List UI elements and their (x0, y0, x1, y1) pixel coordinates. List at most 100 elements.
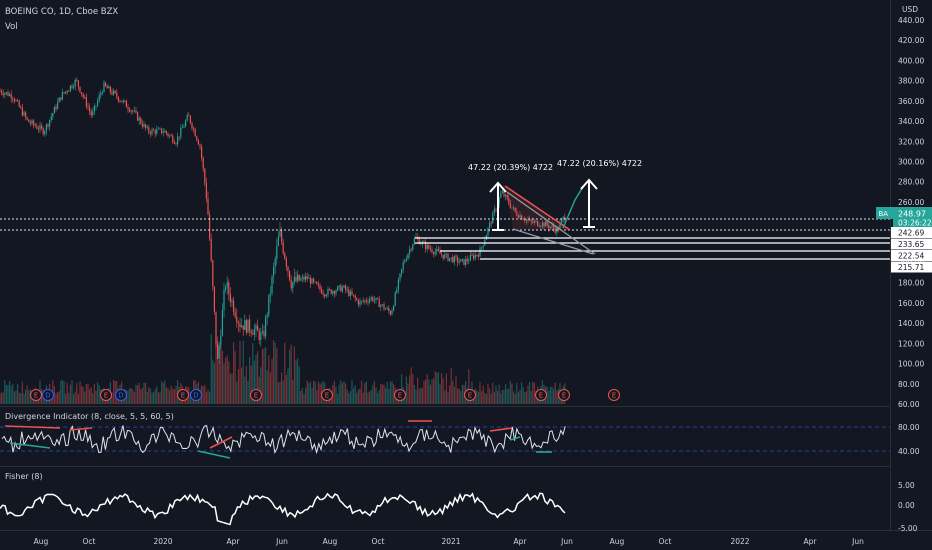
candle-body (481, 247, 483, 249)
volume-bar (133, 392, 135, 404)
fisher-line[interactable] (0, 492, 566, 526)
volume-bar (308, 383, 310, 404)
candle-body (396, 289, 398, 293)
candle-body (397, 279, 399, 290)
candle-body (165, 130, 167, 134)
volume-bar (255, 354, 257, 404)
volume-bar (215, 342, 217, 404)
candle-body (15, 100, 17, 102)
volume-bar (79, 381, 81, 404)
candle-body (385, 308, 387, 310)
candle-body (113, 90, 115, 95)
candle-body (276, 245, 278, 259)
candle-body (367, 301, 369, 303)
candle-body (508, 198, 510, 204)
time-tick: Oct (83, 537, 96, 546)
candle-body (257, 325, 259, 332)
level-badge-text: 215.71 (898, 263, 924, 272)
candle-body (359, 301, 361, 305)
wedge-lower-line[interactable] (506, 191, 596, 255)
candle-body (7, 92, 9, 96)
volume-bar (261, 349, 263, 404)
symbol-title[interactable]: BOEING CO, 1D, Cboe BZX (5, 7, 118, 17)
volume-bar (225, 357, 227, 404)
candle-body (47, 124, 49, 127)
volume-label[interactable]: Vol (5, 22, 18, 32)
candle-body (561, 219, 563, 223)
volume-bar (167, 388, 169, 404)
candle-body (413, 238, 415, 245)
event-marker (535, 389, 547, 401)
volume-bar (21, 381, 23, 404)
candle-body (444, 254, 446, 259)
volume-bar (439, 383, 441, 404)
candle-body (127, 107, 129, 110)
volume-bar (242, 340, 244, 404)
candle-body (391, 310, 393, 315)
volume-bar (433, 378, 435, 404)
price-tick: 360.00 (898, 97, 924, 106)
candle-body (45, 124, 47, 132)
volume-bar (333, 380, 335, 404)
candle-body (252, 333, 254, 335)
volume-bar (127, 390, 129, 404)
volume-bar (129, 388, 131, 404)
volume-bar (460, 390, 462, 404)
measure-arrow-left[interactable] (489, 181, 507, 231)
candle-body (431, 249, 433, 253)
candle-body (218, 345, 220, 359)
candle-body (237, 322, 239, 324)
projection-path[interactable] (562, 181, 588, 229)
candle-body (324, 294, 326, 297)
candle-body (263, 331, 265, 337)
candle-body (453, 256, 455, 263)
last-price: 248.97 (898, 210, 926, 219)
measure-arrow-right[interactable] (580, 178, 598, 228)
volume-bar (297, 358, 299, 404)
candle-body (261, 331, 263, 333)
candle-body (269, 293, 271, 295)
candle-body (308, 277, 310, 279)
candle-body (505, 194, 507, 197)
volume-bar (146, 391, 148, 404)
candle-body (369, 299, 371, 303)
volume-bar (28, 390, 30, 404)
candle-body (92, 111, 94, 116)
volume-bar (361, 380, 363, 404)
volume-bar (306, 380, 308, 404)
candle-body (279, 230, 281, 237)
fisher-label: Fisher (8) (5, 472, 43, 481)
candle-body (135, 110, 137, 113)
candle-body (18, 100, 20, 107)
volume-bar (279, 381, 281, 404)
candle-body (509, 203, 511, 208)
candle-body (277, 236, 279, 246)
candle-body (500, 192, 502, 198)
volume-bar (359, 388, 361, 404)
event-marker-letter: E (254, 392, 258, 400)
candle-body (105, 82, 107, 87)
candle-body (527, 219, 529, 221)
volume-bar (418, 388, 420, 404)
candle-body (455, 256, 457, 258)
volume-bar (367, 392, 369, 404)
candle-body (189, 115, 191, 123)
wedge-upper-line[interactable] (504, 185, 571, 231)
time-axis[interactable]: Aug Oct 2020 Apr Jun Aug Oct 2021 Apr Jun Aug Oct 20… (34, 537, 864, 546)
volume-bar (522, 387, 524, 404)
volume-bar (217, 336, 219, 404)
volume-bar (405, 376, 407, 404)
candle-body (535, 221, 537, 222)
candle-body (183, 126, 185, 128)
volume-bar (137, 385, 139, 404)
price-tick: 440.00 (898, 16, 924, 25)
candle-body (423, 241, 425, 243)
wedge-base-line[interactable] (512, 228, 594, 255)
candle-body (29, 122, 31, 124)
candle-body (265, 317, 267, 337)
divergence-line[interactable] (1, 424, 566, 455)
volume-bar (132, 389, 134, 404)
candle-body (28, 119, 30, 123)
volume-bar (356, 392, 358, 404)
